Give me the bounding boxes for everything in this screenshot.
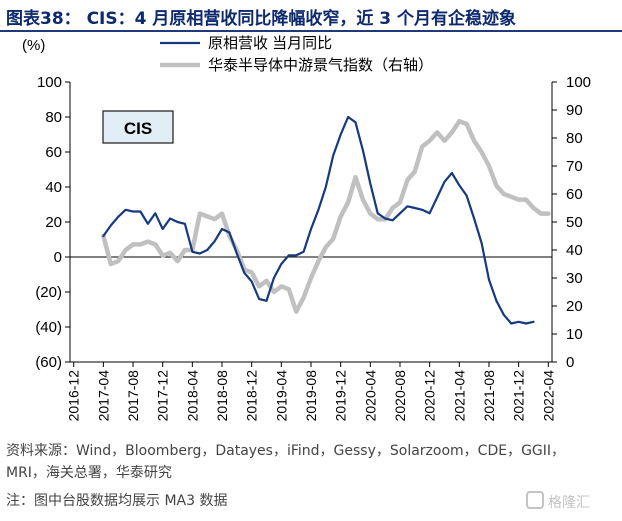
right-tick-label: 30	[566, 270, 583, 287]
left-tick-label: 80	[45, 109, 62, 126]
x-tick-label: 2020-04	[362, 370, 378, 422]
left-tick-label: (40)	[35, 319, 62, 336]
left-tick-label: (60)	[35, 354, 62, 371]
x-tick-label: 2021-04	[451, 370, 467, 422]
x-tick-label: 2019-08	[303, 370, 319, 422]
figure-title-bar: 图表38： CIS：4 月原相营收同比降幅收窄，近 3 个月有企稳迹象	[0, 0, 622, 32]
right-tick-label: 70	[566, 158, 583, 175]
x-tick-label: 2018-04	[184, 370, 200, 422]
left-axis-unit: (%)	[22, 37, 45, 54]
source-note: 资料来源：Wind，Bloomberg，Datayes，iFind，Gessy，…	[6, 443, 566, 481]
right-tick-label: 60	[566, 186, 583, 203]
x-tick-label: 2021-08	[481, 370, 497, 422]
chart-lines	[101, 115, 551, 325]
x-tick-label: 2018-12	[244, 370, 260, 422]
x-tick-label: 2020-12	[422, 370, 438, 422]
x-tick-label: 2022-04	[540, 370, 556, 422]
cis-annotation-label: CIS	[124, 119, 152, 138]
chart-axes: 100806040200(20)(40)(60)(%)1009080706050…	[22, 37, 591, 421]
series-line-prosperity-index	[101, 118, 551, 314]
right-tick-label: 40	[566, 242, 583, 259]
legend-label: 原相营收 当月同比	[208, 35, 332, 52]
left-tick-label: 20	[45, 214, 62, 231]
line-chart: 100806040200(20)(40)(60)(%)1009080706050…	[22, 35, 591, 421]
x-tick-label: 2018-08	[214, 370, 230, 422]
watermark: 格隆汇	[548, 495, 590, 511]
x-tick-label: 2017-08	[125, 370, 141, 422]
x-tick-label: 2019-12	[333, 370, 349, 422]
x-tick-label: 2016-12	[66, 370, 82, 422]
left-tick-label: 40	[45, 179, 62, 196]
cis-annotation-box	[102, 110, 174, 144]
figure-title: 图表38： CIS：4 月原相营收同比降幅收窄，近 3 个月有企稳迹象	[6, 9, 517, 29]
left-tick-label: (20)	[35, 284, 62, 301]
left-tick-label: 100	[37, 74, 62, 91]
right-tick-label: 50	[566, 214, 583, 231]
x-tick-label: 2019-04	[273, 370, 289, 422]
x-tick-label: 2021-12	[511, 370, 527, 422]
x-tick-label: 2017-04	[95, 370, 111, 422]
right-tick-label: 90	[566, 102, 583, 119]
legend-label: 华泰半导体中游景气指数（右轴）	[208, 57, 433, 74]
left-tick-label: 60	[45, 144, 62, 161]
left-tick-label: 0	[54, 249, 62, 266]
series-line-revenue-yoy	[102, 115, 535, 325]
right-tick-label: 100	[566, 74, 591, 91]
right-tick-label: 0	[566, 354, 574, 371]
right-tick-label: 20	[566, 298, 583, 315]
x-tick-label: 2017-12	[155, 370, 171, 422]
right-tick-label: 80	[566, 130, 583, 147]
watermark-logo-icon	[526, 491, 544, 509]
x-tick-label: 2020-08	[392, 370, 408, 422]
right-tick-label: 10	[566, 326, 583, 343]
footnote: 注：图中台股数据均展示 MA3 数据	[6, 493, 228, 509]
